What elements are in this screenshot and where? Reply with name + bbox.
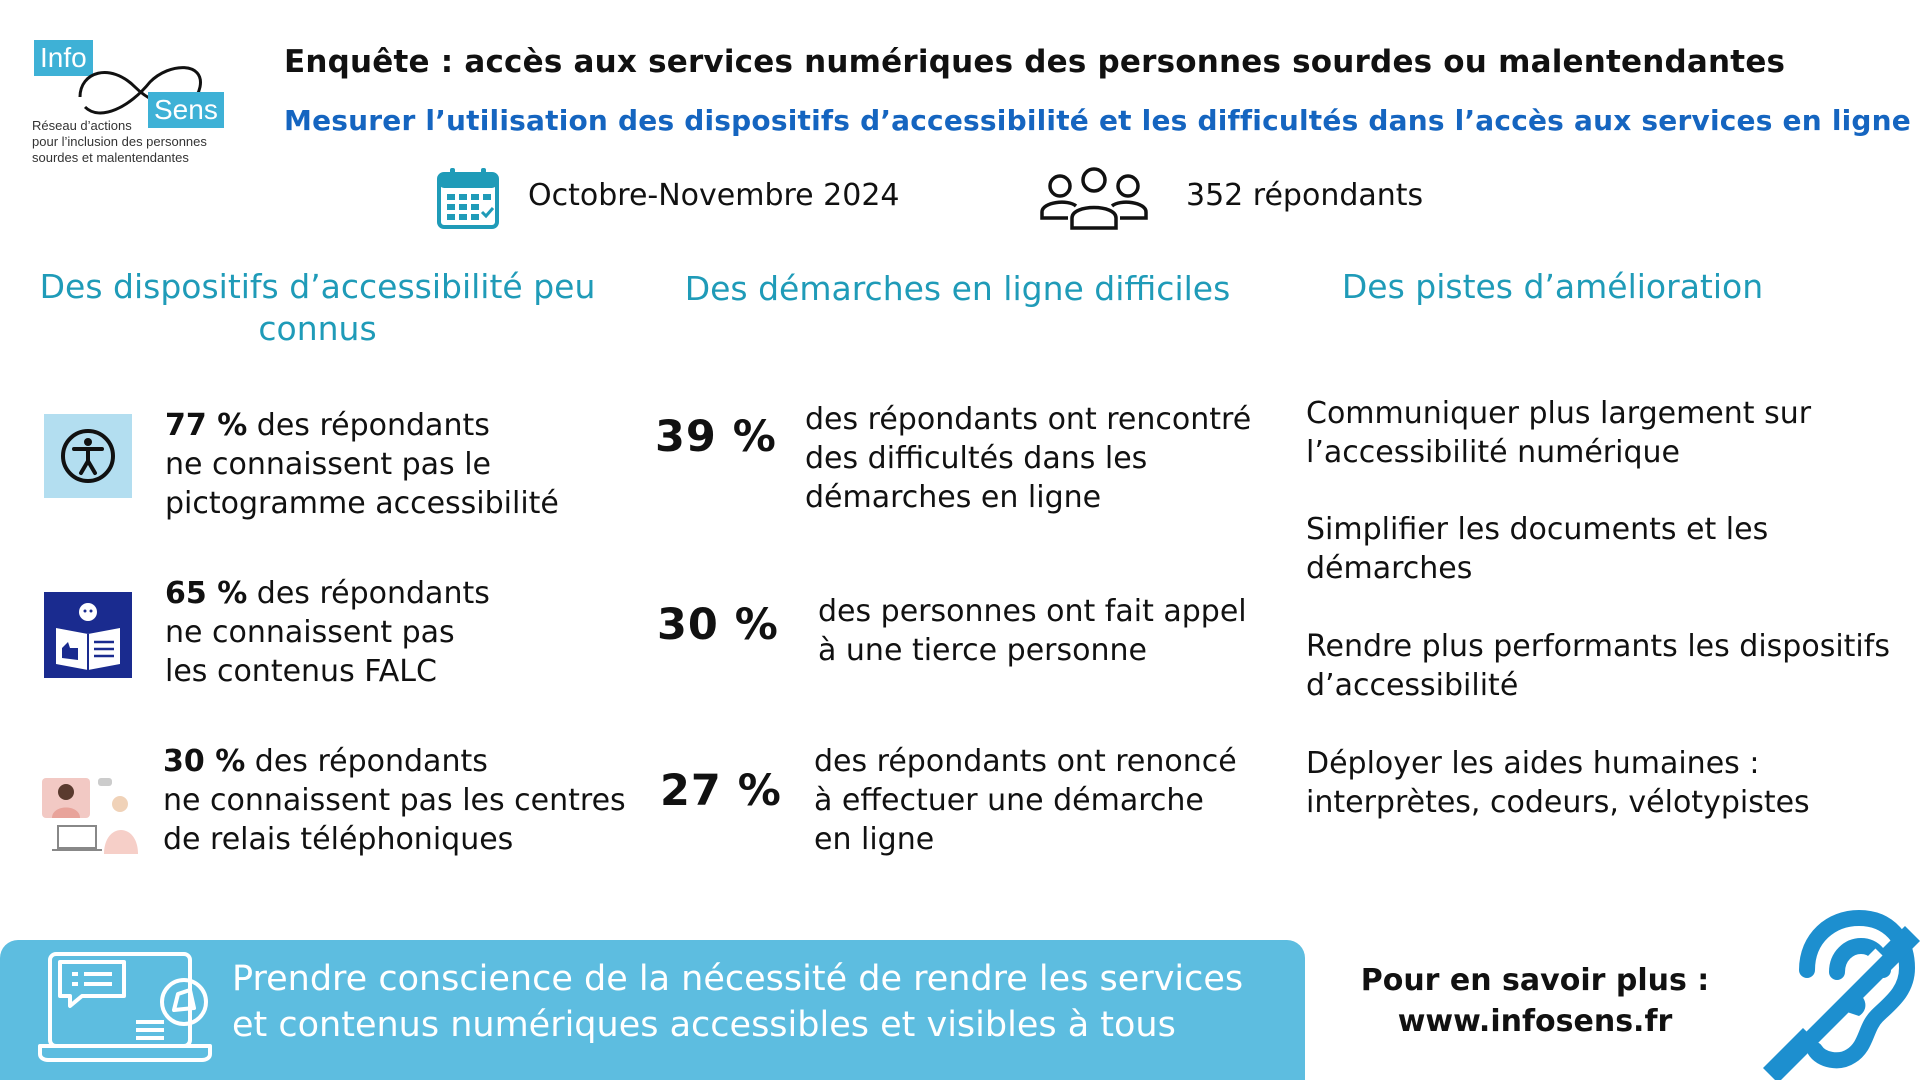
logo-tagline-line: sourdes et malentendantes: [32, 150, 189, 165]
website-link[interactable]: www.infosens.fr: [1397, 1004, 1673, 1039]
improvement-line: Rendre plus performants les dispositifs: [1306, 629, 1890, 664]
phone-relay-illustration-icon: [42, 778, 138, 854]
improvement-line: d’accessibilité: [1306, 668, 1519, 703]
stat-line: ne connaissent pas: [165, 615, 455, 650]
improvement-item: Rendre plus performants les dispositifs …: [1306, 627, 1890, 705]
column-heading-improvements: Des pistes d’amélioration: [1341, 267, 1764, 306]
learn-more-block: Pour en savoir plus : www.infosens.fr: [1340, 960, 1730, 1042]
improvement-item: Déployer les aides humaines : interprète…: [1306, 744, 1810, 822]
stat-line: démarches en ligne: [805, 480, 1102, 515]
improvement-item: Communiquer plus largement sur l’accessi…: [1306, 394, 1811, 472]
stat-line: à effectuer une démarche: [814, 783, 1204, 818]
stat-difficulties: des répondants ont rencontré des difficu…: [805, 400, 1251, 517]
stat-percent: 65 %: [165, 576, 248, 611]
hearing-impaired-ear-icon: [1763, 909, 1920, 1080]
page-title: Enquête : accès aux services numériques …: [284, 44, 1786, 80]
respondent-count: 352 répondants: [1186, 178, 1424, 213]
logo-tagline: Réseau d’actions pour l’inclusion des pe…: [32, 118, 242, 166]
stat-first-line: 77 % des répondants: [165, 406, 559, 445]
infosens-logo: Info Sens Réseau d’actions pour l’inclus…: [30, 36, 240, 171]
column-heading-line: connus: [258, 309, 377, 348]
stat-line: des répondants: [245, 744, 488, 779]
column-heading-accessibility: Des dispositifs d’accessibilité peu conn…: [30, 266, 605, 350]
banner-message: Prendre conscience de la nécessité de re…: [232, 956, 1243, 1048]
stat-line: des personnes ont fait appel: [818, 594, 1247, 629]
stat-falc: 65 % des répondants ne connaissent pas l…: [165, 574, 490, 691]
accessibility-pictogram-icon: [44, 414, 132, 498]
page-subtitle: Mesurer l’utilisation des dispositifs d’…: [284, 104, 1911, 137]
column-heading-online-procedures: Des démarches en ligne difficiles: [684, 269, 1231, 308]
stat-line: des répondants ont rencontré: [805, 402, 1252, 437]
improvement-line: démarches: [1306, 551, 1473, 586]
stat-line: les contenus FALC: [165, 654, 437, 689]
improvement-line: interprètes, codeurs, vélotypistes: [1306, 785, 1810, 820]
banner-line: Prendre conscience de la nécessité de re…: [232, 959, 1244, 999]
stat-relay-centers: 30 % des répondants ne connaissent pas l…: [163, 742, 626, 859]
stat-percent: 77 %: [165, 408, 248, 443]
stat-third-party: des personnes ont fait appel à une tierc…: [818, 592, 1247, 670]
column-heading-line: Des dispositifs d’accessibilité peu: [39, 267, 596, 306]
laptop-notification-icon: [38, 952, 212, 1062]
stat-line: des difficultés dans les: [805, 441, 1148, 476]
stat-line: des répondants: [247, 408, 490, 443]
stat-percent-big: 30 %: [657, 600, 779, 650]
people-group-icon: [1040, 167, 1148, 230]
call-to-action-banner: [0, 940, 1305, 1080]
stat-first-line: 30 % des répondants: [163, 742, 626, 781]
stat-line: des répondants ont renoncé: [814, 744, 1237, 779]
improvement-line: Simplifier les documents et les: [1306, 512, 1769, 547]
calendar-icon: [437, 168, 499, 229]
stat-line: à une tierce personne: [818, 633, 1147, 668]
logo-tagline-line: Réseau d’actions: [32, 118, 132, 133]
stat-percent-big: 39 %: [655, 412, 777, 462]
stat-line: ne connaissent pas les centres: [163, 783, 626, 818]
falc-easy-read-icon: [44, 592, 132, 678]
survey-date: Octobre-Novembre 2024: [528, 178, 900, 213]
improvement-line: Déployer les aides humaines :: [1306, 746, 1760, 781]
logo-sens-word: Sens: [148, 92, 224, 128]
stat-gave-up: des répondants ont renoncé à effectuer u…: [814, 742, 1237, 859]
logo-tagline-line: pour l’inclusion des personnes: [32, 134, 207, 149]
banner-line: et contenus numériques accessibles et vi…: [232, 1005, 1176, 1045]
stat-pictogram: 77 % des répondants ne connaissent pas l…: [165, 406, 559, 523]
stat-line: de relais téléphoniques: [163, 822, 514, 857]
stat-percent: 30 %: [163, 744, 246, 779]
stat-line: des répondants: [247, 576, 490, 611]
stat-line: en ligne: [814, 822, 935, 857]
stat-percent-big: 27 %: [660, 766, 782, 816]
stat-line: ne connaissent pas le: [165, 447, 492, 482]
logo-info-word: Info: [34, 40, 93, 76]
improvement-line: Communiquer plus largement sur: [1306, 396, 1812, 431]
stat-first-line: 65 % des répondants: [165, 574, 490, 613]
learn-more-label: Pour en savoir plus :: [1360, 963, 1710, 998]
improvement-line: l’accessibilité numérique: [1306, 435, 1680, 470]
logo-infinity-icon: [78, 66, 202, 115]
stat-line: pictogramme accessibilité: [165, 486, 559, 521]
improvement-item: Simplifier les documents et les démarche…: [1306, 510, 1768, 588]
